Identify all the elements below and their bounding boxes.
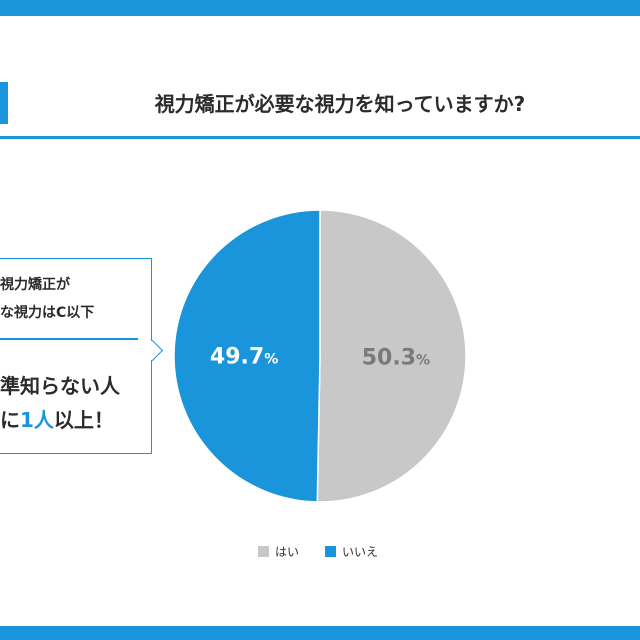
callout-headline-2: に1人以上！ (0, 404, 114, 433)
legend-swatch-hai (258, 546, 269, 557)
legend-label-hai: はい (275, 545, 300, 559)
callout-divider (0, 338, 138, 340)
legend-swatch-iie (325, 546, 336, 557)
callout-line-1: 視力矯正が (0, 277, 70, 293)
legend-item-hai: はい (258, 543, 299, 560)
callout-headline-1: 準知らない人 (0, 374, 120, 398)
page-title: 視力矯正が必要な視力を知っていますか? (154, 92, 526, 116)
title-rule (0, 136, 640, 139)
legend-item-iie: いいえ (325, 543, 378, 560)
callout-headline-2-suffix: 以上！ (53, 408, 114, 432)
bottom-bar (0, 626, 640, 640)
pie-label-1: 49.7% (210, 344, 278, 369)
legend-label-iie: いいえ (342, 545, 379, 559)
callout-box (0, 258, 152, 454)
callout-line-2: な視力はC以下 (0, 305, 95, 321)
pie-slice-0 (316, 209, 467, 503)
title-accent (0, 82, 8, 124)
pie-label-0: 50.3% (362, 346, 430, 371)
callout-highlight: 1人 (20, 408, 54, 432)
pie-slice-1 (173, 209, 321, 503)
top-bar (0, 0, 640, 16)
callout-headline-2-prefix: に (0, 408, 20, 432)
